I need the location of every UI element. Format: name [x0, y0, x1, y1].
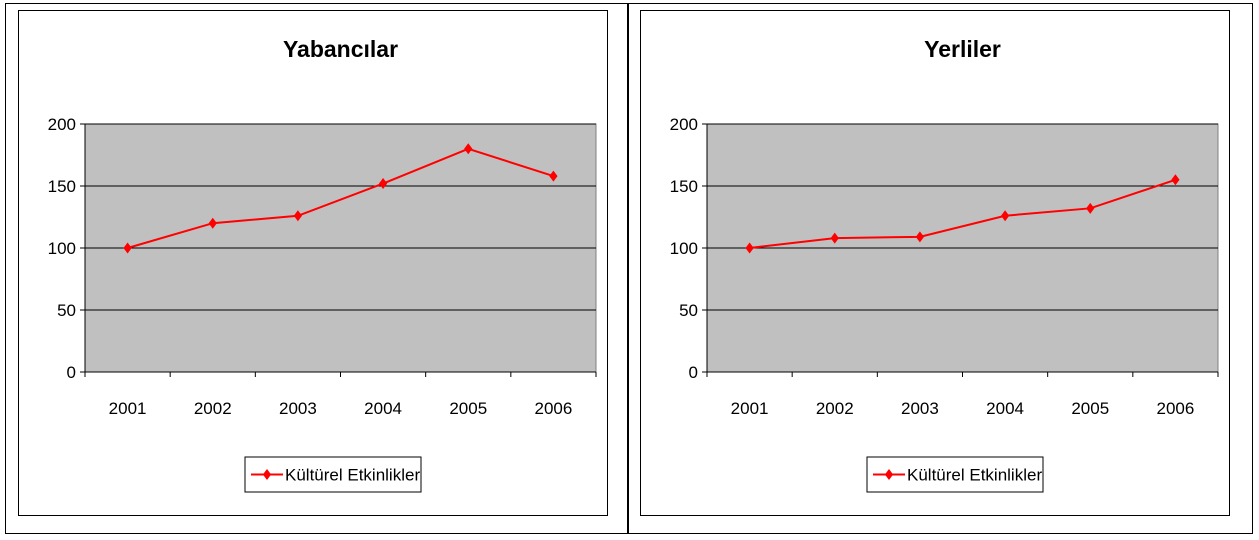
x-tick-label: 2004 — [986, 399, 1024, 418]
x-tick-label: 2006 — [535, 399, 573, 418]
y-tick-label: 200 — [670, 115, 698, 134]
legend-label: Kültürel Etkinlikler — [285, 466, 420, 485]
x-tick-label: 2003 — [279, 399, 317, 418]
data-point-marker — [464, 143, 473, 155]
y-tick-label: 0 — [67, 363, 76, 382]
chart-title: Yabancılar — [283, 36, 398, 62]
legend: Kültürel Etkinlikler — [244, 456, 422, 493]
data-point-marker — [915, 231, 925, 243]
table-cell-divider — [627, 3, 629, 534]
y-tick-label: 100 — [670, 239, 698, 258]
data-point-marker — [830, 232, 839, 244]
y-tick-label: 50 — [57, 301, 76, 320]
data-point-marker — [1171, 174, 1180, 186]
data-point-marker — [1086, 202, 1095, 214]
series-line — [127, 147, 554, 249]
chart-svg: Yerliler 0 50 100 150 200 2001 2002 2003 2004 2005… — [670, 36, 1219, 493]
chart-yerliler: Yerliler 0 50 100 150 200 2001 2002 2003 2004 2005… — [640, 10, 1230, 516]
x-tick-label: 2005 — [1071, 399, 1109, 418]
y-tick-label: 100 — [48, 239, 76, 258]
x-tick-label: 2001 — [731, 399, 769, 418]
chart-yabancilar: Yabancılar 0 50 100 150 200 2001 2002 2003 2004 20… — [18, 10, 608, 516]
x-tick-label: 2006 — [1157, 399, 1195, 418]
y-tick-label: 0 — [689, 363, 698, 382]
data-point-marker — [745, 242, 754, 254]
data-point-marker — [549, 170, 558, 182]
x-tick-label: 2002 — [194, 399, 232, 418]
data-point-marker — [123, 242, 132, 254]
y-tick-label: 50 — [679, 301, 698, 320]
chart-title: Yerliler — [924, 36, 1001, 62]
data-point-marker — [293, 210, 303, 222]
series-line — [749, 178, 1176, 249]
y-tick-label: 150 — [670, 177, 698, 196]
y-tick-label: 200 — [48, 115, 76, 134]
data-point-marker — [1000, 210, 1010, 222]
y-tick-label: 150 — [48, 177, 76, 196]
outer-table-border — [5, 3, 1253, 534]
x-tick-label: 2005 — [449, 399, 487, 418]
chart-svg: Yabancılar 0 50 100 150 200 2001 2002 2003 2004 20… — [48, 36, 597, 493]
x-tick-label: 2001 — [109, 399, 147, 418]
legend-label: Kültürel Etkinlikler — [907, 466, 1042, 485]
data-point-marker — [208, 217, 217, 229]
x-tick-label: 2003 — [901, 399, 939, 418]
data-point-marker — [378, 178, 388, 190]
x-tick-label: 2004 — [364, 399, 402, 418]
legend: Kültürel Etkinlikler — [866, 456, 1044, 493]
legend-marker-sample — [884, 469, 894, 480]
x-tick-label: 2002 — [816, 399, 854, 418]
legend-marker-sample — [262, 469, 272, 480]
